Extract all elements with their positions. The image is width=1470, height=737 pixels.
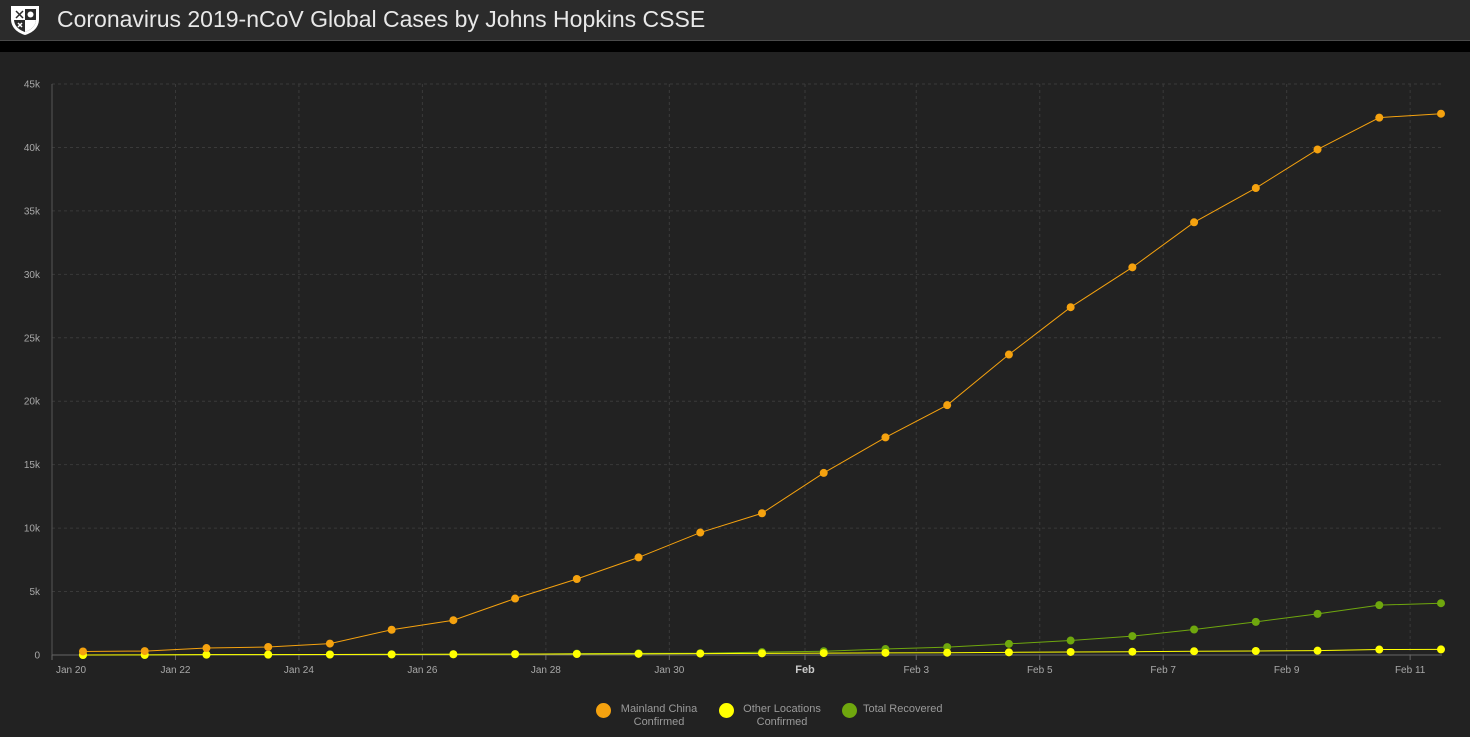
data-point (943, 401, 952, 410)
data-point (1375, 645, 1384, 654)
data-point (1004, 350, 1013, 359)
x-tick-label: Feb 9 (1274, 665, 1300, 676)
data-point (387, 650, 396, 659)
data-point (202, 644, 211, 653)
data-point (758, 509, 766, 518)
data-point (140, 647, 149, 656)
data-point (325, 639, 334, 648)
data-point (819, 468, 828, 477)
data-point (1190, 625, 1199, 634)
legend-label-mainland: Mainland China Confirmed (620, 703, 698, 728)
data-point (1375, 113, 1384, 122)
y-tick-label: 15k (24, 460, 41, 471)
x-tick-label: Feb 5 (1027, 665, 1053, 676)
data-point (1251, 646, 1260, 655)
legend-marker-other (719, 703, 734, 718)
x-tick-label: Jan 24 (284, 665, 314, 676)
y-tick-label: 0 (34, 651, 40, 662)
data-point (1004, 639, 1013, 648)
x-tick-label: Feb 7 (1150, 665, 1176, 676)
divider-bar (0, 41, 1470, 52)
x-tick-label: Feb (795, 664, 815, 676)
data-point (881, 433, 890, 442)
data-point (1066, 303, 1075, 312)
x-tick-label: Jan 30 (654, 665, 684, 676)
data-point (1128, 263, 1137, 272)
data-point (264, 643, 273, 652)
data-point (1313, 145, 1322, 154)
data-point (1004, 648, 1013, 657)
header-bar: Coronavirus 2019-nCoV Global Cases by Jo… (0, 0, 1470, 41)
series-line (83, 602, 1442, 656)
data-point (881, 648, 890, 657)
data-point (1190, 647, 1199, 656)
y-tick-label: 20k (24, 397, 41, 408)
data-point (572, 649, 581, 658)
data-point (449, 650, 458, 659)
data-point (79, 647, 87, 656)
x-tick-label: Jan 22 (160, 665, 190, 676)
data-point (511, 650, 520, 659)
legend-item-other-locations[interactable]: Other Locations Confirmed (719, 703, 824, 729)
legend-marker-mainland (596, 703, 611, 718)
y-tick-label: 45k (24, 80, 41, 91)
data-point (202, 650, 211, 659)
data-point (511, 594, 520, 603)
data-point (325, 650, 334, 659)
axes: 0 5k 10k 15k 20k 25k 30k 35k 40k 45k Jan 20 Jan 22 J… (24, 80, 1442, 676)
y-tick-label: 35k (24, 206, 41, 217)
legend-item-mainland-china[interactable]: Mainland China Confirmed (596, 703, 701, 729)
data-point (1128, 647, 1137, 656)
line-chart: 0 5k 10k 15k 20k 25k 30k 35k 40k 45k Jan 20 Jan 22 J… (24, 80, 1445, 676)
data-point (387, 625, 396, 634)
data-point (943, 643, 952, 652)
chart-panel (0, 52, 1470, 737)
y-tick-label: 30k (24, 270, 41, 281)
x-tick-label: Jan 28 (531, 665, 561, 676)
y-tick-label: 10k (24, 524, 41, 535)
data-point (1437, 109, 1445, 118)
university-shield-icon (8, 4, 42, 36)
data-point (1251, 184, 1260, 193)
series-line (82, 113, 1442, 652)
chart-legend: Mainland China Confirmed Other Locations… (596, 703, 943, 729)
data-point (1190, 218, 1199, 227)
data-point (1375, 601, 1384, 610)
data-point (572, 574, 581, 583)
data-point (634, 553, 643, 562)
data-point (1437, 645, 1445, 654)
data-point (1066, 636, 1075, 645)
grid (51, 83, 1442, 655)
y-tick-label: 25k (24, 333, 41, 344)
x-tick-label: Feb 3 (903, 665, 929, 676)
x-tick-label: Jan 20 (56, 665, 86, 676)
data-point (634, 649, 643, 658)
data-point (696, 649, 705, 658)
data-point (1066, 647, 1075, 656)
data-point (696, 528, 705, 537)
data-point (449, 616, 458, 625)
legend-label-recovered: Total Recovered (863, 703, 943, 715)
data-point (264, 650, 273, 659)
data-point (943, 648, 952, 657)
legend-label-other: Other Locations Confirmed (743, 703, 821, 728)
y-tick-label: 40k (24, 143, 41, 154)
data-point (1313, 609, 1322, 618)
data-point (1313, 646, 1322, 655)
legend-item-total-recovered[interactable]: Total Recovered (842, 703, 943, 729)
data-point (1251, 617, 1260, 626)
data-point (758, 649, 766, 658)
x-tick-label: Jan 26 (407, 665, 437, 676)
page-title: Coronavirus 2019-nCoV Global Cases by Jo… (57, 6, 706, 32)
y-tick-label: 5k (29, 587, 41, 598)
data-point (1437, 599, 1445, 608)
data-point (819, 649, 828, 658)
legend-marker-recovered (842, 703, 857, 718)
data-point (1128, 632, 1137, 641)
series (79, 109, 1445, 659)
x-tick-label: Feb 11 (1395, 665, 1426, 676)
